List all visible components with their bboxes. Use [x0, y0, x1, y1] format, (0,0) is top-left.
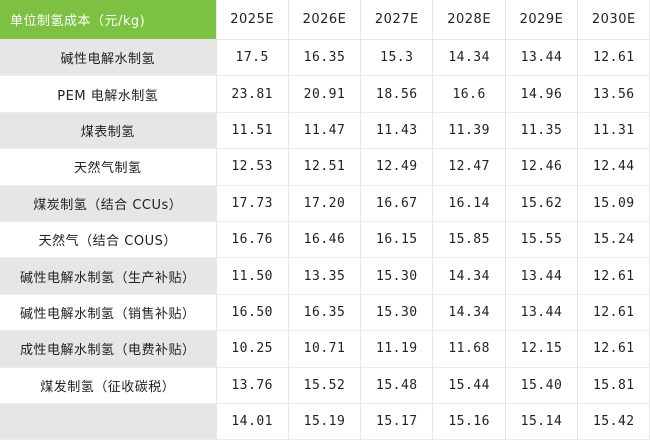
- cost-cell: 14.01: [216, 403, 289, 440]
- cost-cell: 12.44: [577, 148, 650, 186]
- row-label: 碱性电解水制氢: [0, 39, 217, 77]
- cost-cell: 11.68: [432, 330, 506, 368]
- cost-cell: 11.43: [360, 112, 434, 150]
- cost-cell: 11.35: [505, 112, 579, 150]
- cost-cell: 12.51: [288, 148, 362, 186]
- cost-cell: 13.44: [505, 257, 579, 295]
- table-row: 碱性电解水制氢（生产补贴） 11.50 13.35 15.30 14.34 13…: [0, 257, 650, 295]
- cost-cell: 15.17: [360, 403, 434, 440]
- cost-cell: 20.91: [288, 75, 362, 113]
- row-label: 天然气（结合 COUS）: [0, 221, 217, 259]
- cost-cell: 15.48: [360, 367, 434, 404]
- cost-cell: 16.50: [216, 294, 289, 332]
- cost-cell: 10.25: [216, 330, 289, 368]
- cost-cell: 15.42: [577, 403, 650, 440]
- cost-cell: 11.19: [360, 330, 434, 368]
- cost-cell: 15.16: [432, 403, 506, 440]
- row-label: 煤炭制氢（结合 CCUs）: [0, 185, 217, 222]
- table-row: 天然气（结合 COUS） 16.76 16.46 16.15 15.85 15.…: [0, 221, 650, 259]
- cost-cell: 15.85: [432, 221, 506, 259]
- table-row: 碱性电解水制氢（销售补贴） 16.50 16.35 15.30 14.34 13…: [0, 294, 650, 332]
- cost-cell: 15.24: [577, 221, 650, 259]
- cost-cell: 15.30: [360, 294, 434, 332]
- cost-cell: 14.34: [432, 39, 506, 77]
- cost-cell: 17.73: [216, 185, 289, 222]
- cost-cell: 17.20: [288, 185, 362, 222]
- year-header: 2030E: [577, 0, 650, 40]
- year-header: 2026E: [288, 0, 362, 40]
- cost-cell: 11.31: [577, 112, 650, 150]
- cost-cell: 12.53: [216, 148, 289, 186]
- year-header: 2029E: [505, 0, 579, 40]
- cost-cell: 16.67: [360, 185, 434, 222]
- table-row: 煤表制氢 11.51 11.47 11.43 11.39 11.35 11.31: [0, 112, 650, 150]
- cost-cell: 16.14: [432, 185, 506, 222]
- cost-cell: 15.55: [505, 221, 579, 259]
- table-row: 天然气制氢 12.53 12.51 12.49 12.47 12.46 12.4…: [0, 148, 650, 186]
- cost-cell: 18.56: [360, 75, 434, 113]
- cost-cell: 15.52: [288, 367, 362, 404]
- row-label: 煤发制氢（征收碳税）: [0, 367, 217, 404]
- row-label: PEM 电解水制氢: [0, 75, 217, 113]
- cost-cell: 15.44: [432, 367, 506, 404]
- cost-cell: 16.46: [288, 221, 362, 259]
- cost-cell: 11.39: [432, 112, 506, 150]
- table-row: 煤炭制氢（结合 CCUs） 17.73 17.20 16.67 16.14 15…: [0, 185, 650, 222]
- cost-cell: 10.71: [288, 330, 362, 368]
- row-label: 煤表制氢: [0, 112, 217, 150]
- cost-cell: 12.61: [577, 294, 650, 332]
- table-row: 碱性电解水制氢 17.5 16.35 15.3 14.34 13.44 12.6…: [0, 39, 650, 77]
- cost-cell: 12.61: [577, 257, 650, 295]
- cost-cell: 12.61: [577, 39, 650, 77]
- table-row: 14.01 15.19 15.17 15.16 15.14 15.42: [0, 403, 650, 440]
- cost-cell: 17.5: [216, 39, 289, 77]
- cost-cell: 14.96: [505, 75, 579, 113]
- cost-cell: 14.34: [432, 294, 506, 332]
- cost-cell: 13.76: [216, 367, 289, 404]
- table-row: 煤发制氢（征收碳税） 13.76 15.52 15.48 15.44 15.40…: [0, 367, 650, 404]
- table-row: PEM 电解水制氢 23.81 20.91 18.56 16.6 14.96 1…: [0, 75, 650, 113]
- cost-cell: 11.51: [216, 112, 289, 150]
- header-row: 单位制氢成本（元/kg) 2025E 2026E 2027E 2028E 202…: [0, 0, 650, 40]
- cost-cell: 11.47: [288, 112, 362, 150]
- row-label: 天然气制氢: [0, 148, 217, 186]
- year-header: 2027E: [360, 0, 434, 40]
- cost-cell: 15.62: [505, 185, 579, 222]
- cost-cell: 16.35: [288, 39, 362, 77]
- cost-cell: 15.14: [505, 403, 579, 440]
- row-label: [0, 403, 217, 440]
- header-label: 单位制氢成本（元/kg): [0, 0, 217, 40]
- cost-cell: 12.47: [432, 148, 506, 186]
- cost-cell: 15.40: [505, 367, 579, 404]
- cost-cell: 23.81: [216, 75, 289, 113]
- cost-cell: 12.61: [577, 330, 650, 368]
- cost-cell: 15.30: [360, 257, 434, 295]
- row-label: 碱性电解水制氢（生产补贴）: [0, 257, 217, 295]
- year-header: 2025E: [216, 0, 289, 40]
- cost-cell: 15.19: [288, 403, 362, 440]
- cost-cell: 11.50: [216, 257, 289, 295]
- cost-cell: 15.3: [360, 39, 434, 77]
- cost-cell: 12.15: [505, 330, 579, 368]
- row-label: 碱性电解水制氢（销售补贴）: [0, 294, 217, 332]
- row-label: 成性电解水制氢（电费补贴）: [0, 330, 217, 368]
- cost-cell: 14.34: [432, 257, 506, 295]
- cost-cell: 12.49: [360, 148, 434, 186]
- year-header: 2028E: [432, 0, 506, 40]
- cost-cell: 12.46: [505, 148, 579, 186]
- cost-cell: 16.35: [288, 294, 362, 332]
- cost-cell: 13.44: [505, 294, 579, 332]
- cost-cell: 15.09: [577, 185, 650, 222]
- cost-cell: 16.6: [432, 75, 506, 113]
- cost-cell: 13.44: [505, 39, 579, 77]
- cost-cell: 13.56: [577, 75, 650, 113]
- table-row: 成性电解水制氢（电费补贴） 10.25 10.71 11.19 11.68 12…: [0, 330, 650, 368]
- cost-cell: 15.81: [577, 367, 650, 404]
- cost-cell: 16.76: [216, 221, 289, 259]
- cost-cell: 16.15: [360, 221, 434, 259]
- cost-cell: 13.35: [288, 257, 362, 295]
